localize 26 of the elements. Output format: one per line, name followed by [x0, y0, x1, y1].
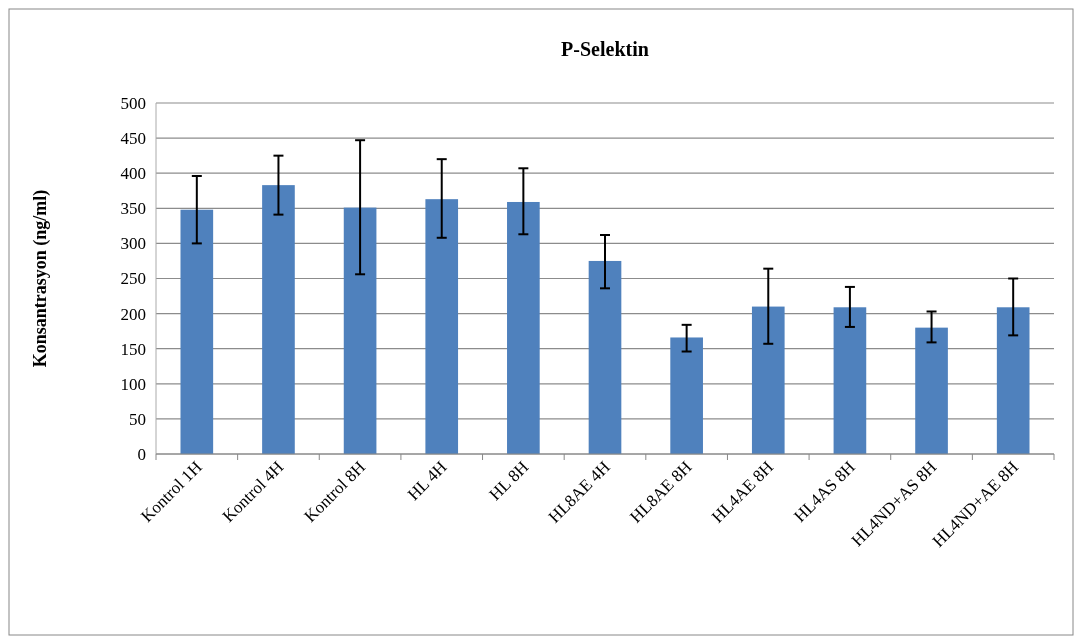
bar — [833, 307, 867, 454]
chart-title: P-Selektin — [561, 38, 649, 60]
bar — [343, 207, 377, 454]
bar — [670, 337, 703, 454]
bar — [996, 307, 1030, 454]
bar — [588, 260, 622, 454]
x-tick-label: HL 4H — [403, 457, 451, 505]
y-tick-label: 0 — [137, 444, 146, 464]
bar — [425, 199, 459, 454]
y-tick-label: 450 — [120, 129, 146, 149]
y-tick-label: 350 — [120, 199, 146, 219]
y-tick-label: 150 — [120, 339, 146, 359]
y-axis-title: Konsantrasyon (ng/ml) — [30, 189, 51, 368]
bar — [507, 201, 540, 454]
y-tick-label: 250 — [120, 269, 146, 289]
y-tick-label: 300 — [120, 234, 146, 254]
x-tick-label: HL 8H — [485, 457, 533, 505]
y-tick-label: 200 — [120, 304, 146, 324]
y-tick-label: 50 — [129, 409, 146, 429]
bar — [751, 306, 785, 454]
bar — [180, 209, 214, 454]
y-tick-label: 500 — [120, 93, 146, 113]
y-tick-label: 100 — [120, 374, 146, 394]
bar — [262, 185, 295, 454]
y-tick-label: 400 — [120, 164, 146, 184]
bar — [915, 327, 948, 454]
